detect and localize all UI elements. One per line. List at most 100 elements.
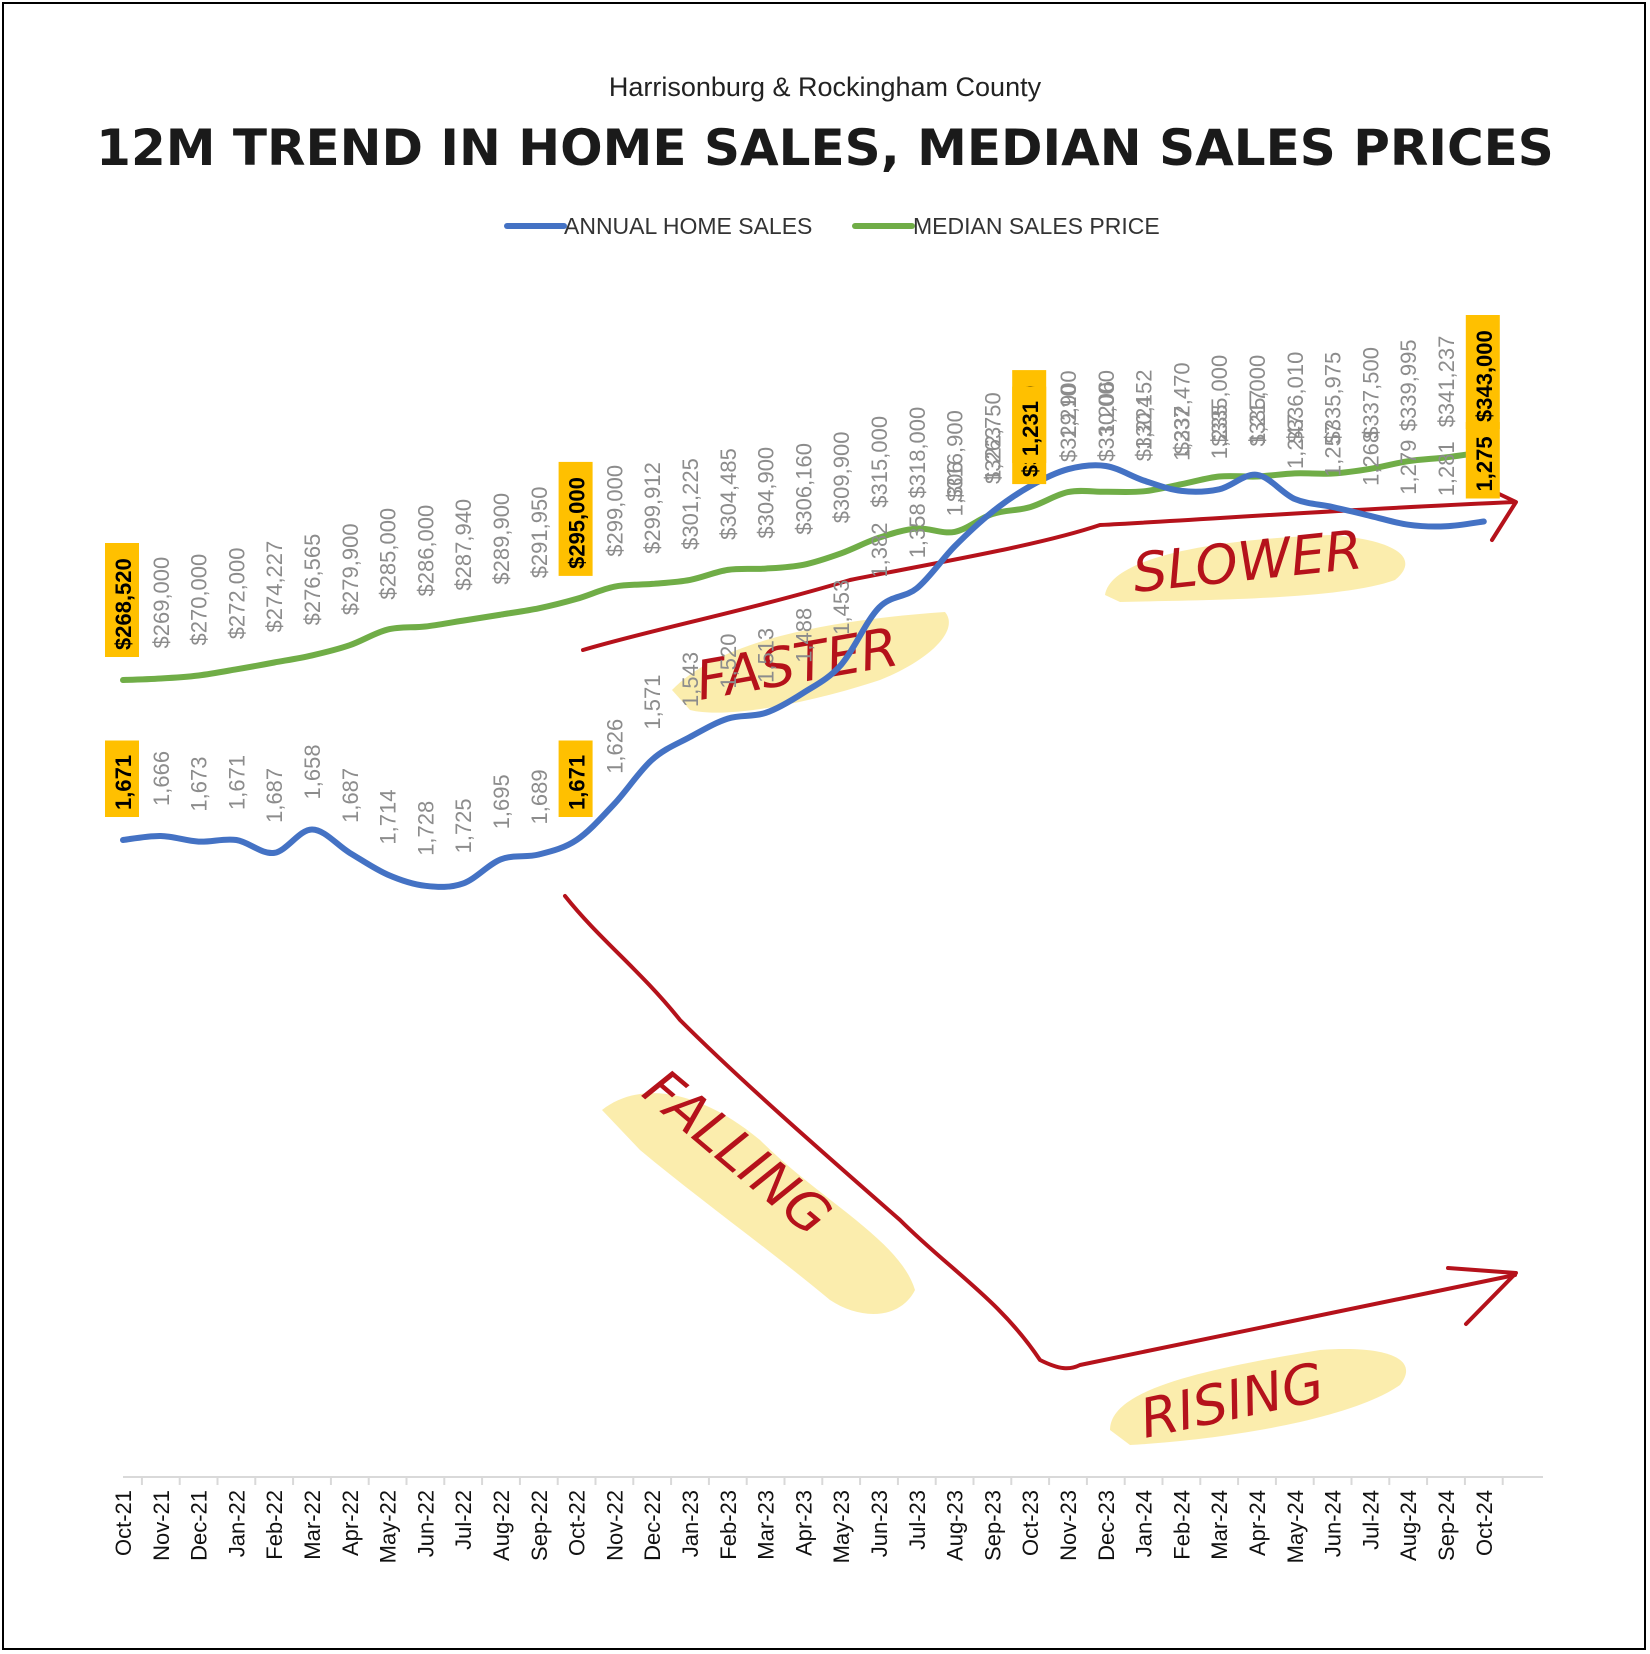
median-price-value-label-23: $322,750 <box>980 392 1005 484</box>
x-tick-label-30: Apr-24 <box>1245 1490 1270 1556</box>
home-sales-value-label-31: 1,247 <box>1283 414 1308 469</box>
median-price-point-6: $279,900 <box>338 523 363 615</box>
x-tick-label-21: Jul-23 <box>905 1490 930 1550</box>
median-price-point-21: $318,000 <box>905 407 930 499</box>
home-sales-value-label-20: 1,382 <box>867 523 892 578</box>
median-price-value-label-13: $299,000 <box>602 465 627 557</box>
median-price-point-8: $286,000 <box>413 505 438 597</box>
home-sales-value-label-6: 1,687 <box>338 768 363 823</box>
home-sales-point-31: 1,247 <box>1283 414 1308 469</box>
home-sales-value-label-24: 1,231 <box>1018 401 1043 456</box>
median-price-point-31: $336,010 <box>1283 352 1308 444</box>
home-sales-highlight-box-12 <box>558 740 593 817</box>
median-price-value-label-0: $268,520 <box>111 558 136 650</box>
home-sales-point-30: 1,217 <box>1245 390 1270 445</box>
arrow-price-trend <box>581 500 1517 652</box>
x-tick-label-8: Jun-22 <box>413 1490 438 1557</box>
x-tick-label-5: Mar-22 <box>300 1490 325 1560</box>
median-price-value-label-8: $286,000 <box>413 505 438 597</box>
median-price-point-0: $268,520 <box>105 543 139 657</box>
home-sales-value-label-9: 1,725 <box>451 798 476 853</box>
median-price-value-label-16: $304,485 <box>716 448 741 540</box>
home-sales-point-7: 1,714 <box>376 790 401 845</box>
median-price-value-label-10: $289,900 <box>489 493 514 585</box>
home-sales-point-36: 1,275 <box>1465 422 1500 499</box>
median-price-value-label-30: $335,000 <box>1245 355 1270 447</box>
x-tick-label-20: Jun-23 <box>867 1490 892 1557</box>
median-price-value-label-25: $329,900 <box>1056 370 1081 462</box>
home-sales-value-label-36: 1,275 <box>1472 436 1497 491</box>
home-sales-value-label-13: 1,626 <box>602 719 627 774</box>
median-price-value-label-20: $315,000 <box>867 416 892 508</box>
median-price-point-22: $316,900 <box>943 410 968 502</box>
median-price-point-25: $329,900 <box>1056 370 1081 462</box>
home-sales-line <box>120 462 1487 890</box>
home-sales-point-2: 1,673 <box>187 757 212 812</box>
home-sales-value-label-27: 1,224 <box>1132 395 1157 450</box>
home-sales-point-1: 1,666 <box>149 751 174 806</box>
home-sales-value-label-35: 1,281 <box>1434 441 1459 496</box>
home-sales-value-label-23: 1,263 <box>980 427 1005 482</box>
median-price-point-14: $299,912 <box>640 462 665 554</box>
median-price-value-label-22: $316,900 <box>943 410 968 502</box>
median-price-value-label-27: $330,152 <box>1132 370 1157 462</box>
home-sales-value-label-4: 1,687 <box>262 768 287 823</box>
x-tick-label-23: Sep-23 <box>980 1490 1005 1561</box>
median-price-point-20: $315,000 <box>867 416 892 508</box>
x-tick-label-22: Aug-23 <box>943 1490 968 1561</box>
home-sales-point-16: 1,520 <box>716 634 741 689</box>
median-price-value-label-26: $330,000 <box>1094 370 1119 462</box>
home-sales-value-label-30: 1,217 <box>1245 390 1270 445</box>
x-tick-label-33: Jul-24 <box>1358 1490 1383 1550</box>
home-sales-point-34: 1,279 <box>1396 440 1421 495</box>
median-price-point-35: $341,237 <box>1434 336 1459 428</box>
x-tick-label-24: Oct-23 <box>1018 1490 1043 1556</box>
median-price-point-17: $304,900 <box>754 447 779 539</box>
home-sales-point-29: 1,235 <box>1207 404 1232 459</box>
home-sales-value-label-26: 1,206 <box>1094 381 1119 436</box>
median-price-value-label-12: $295,000 <box>565 477 590 569</box>
annotation-highlights <box>602 535 1407 1445</box>
home-sales-value-label-10: 1,695 <box>489 774 514 829</box>
median-price-value-label-28: $332,470 <box>1169 362 1194 454</box>
median-price-value-label-35: $341,237 <box>1434 336 1459 428</box>
median-price-point-27: $330,152 <box>1132 370 1157 462</box>
home-sales-point-18: 1,488 <box>791 608 816 663</box>
median-price-point-32: $335,975 <box>1321 352 1346 444</box>
home-sales-point-26: 1,206 <box>1094 381 1119 436</box>
home-sales-value-label-22: 1,306 <box>943 461 968 516</box>
x-tick-label-12: Oct-22 <box>565 1490 590 1556</box>
median-price-point-30: $335,000 <box>1245 355 1270 447</box>
median-price-point-34: $339,995 <box>1396 339 1421 431</box>
x-tick-label-17: Mar-23 <box>754 1490 779 1560</box>
home-sales-highlight-box-0 <box>105 740 139 817</box>
home-sales-point-35: 1,281 <box>1434 441 1459 496</box>
median-price-point-19: $309,900 <box>829 432 854 524</box>
home-sales-value-label-25: 1,210 <box>1056 384 1081 439</box>
median-price-value-label-14: $299,912 <box>640 462 665 554</box>
median-price-value-label-33: $337,500 <box>1358 347 1383 439</box>
home-sales-point-8: 1,728 <box>413 801 438 856</box>
median-price-value-label-34: $339,995 <box>1396 339 1421 431</box>
x-tick-label-1: Nov-21 <box>149 1490 174 1561</box>
home-sales-point-13: 1,626 <box>602 719 627 774</box>
x-tick-label-18: Apr-23 <box>791 1490 816 1556</box>
x-tick-label-14: Dec-22 <box>640 1490 665 1561</box>
home-sales-value-label-14: 1,571 <box>640 675 665 730</box>
home-sales-point-6: 1,687 <box>338 768 363 823</box>
annotation-rising: RISING <box>1135 1350 1330 1450</box>
median-price-value-label-18: $306,160 <box>791 443 816 535</box>
home-sales-value-label-11: 1,689 <box>527 769 552 824</box>
x-tick-label-29: Mar-24 <box>1207 1490 1232 1560</box>
home-sales-value-label-28: 1,237 <box>1169 406 1194 461</box>
slower-highlight <box>1105 535 1406 602</box>
home-sales-point-3: 1,671 <box>224 755 249 810</box>
home-sales-value-label-21: 1,358 <box>905 503 930 558</box>
x-tick-label-6: Apr-22 <box>338 1490 363 1556</box>
x-tick-label-34: Aug-24 <box>1396 1490 1421 1561</box>
median-price-point-13: $299,000 <box>602 465 627 557</box>
home-sales-point-5: 1,658 <box>300 744 325 799</box>
median-price-value-label-32: $335,975 <box>1321 352 1346 444</box>
median-price-value-label-2: $270,000 <box>187 554 212 646</box>
home-sales-point-17: 1,513 <box>754 628 779 683</box>
